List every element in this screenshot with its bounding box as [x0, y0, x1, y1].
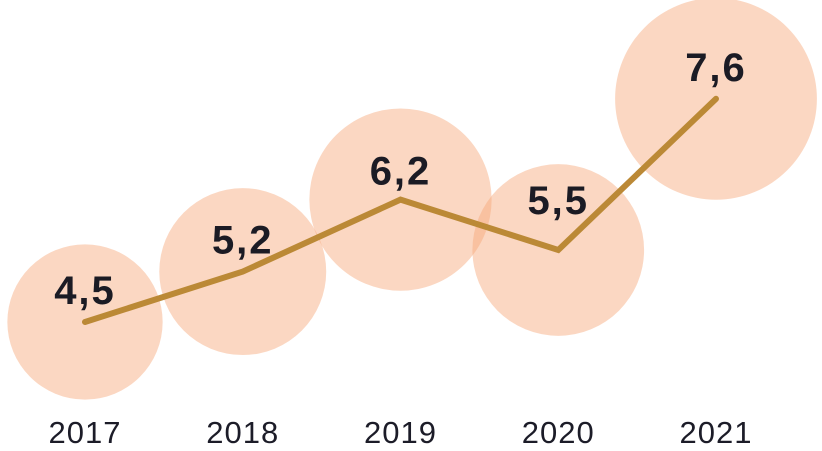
- value-label-2017: 4,5: [54, 269, 116, 313]
- trend-line: [82, 95, 719, 325]
- year-axis-label-2017: 2017: [49, 415, 122, 450]
- value-label-2020: 5,5: [527, 179, 589, 223]
- year-axis-labels-layer: 2017 2018 2019 2020 2021: [49, 415, 753, 450]
- year-axis-label-2021: 2021: [680, 415, 753, 450]
- value-label-2018: 5,2: [212, 219, 274, 263]
- value-label-2021: 7,6: [685, 46, 747, 90]
- year-axis-label-2020: 2020: [522, 415, 595, 450]
- value-labels-layer: 4,5 5,2 6,2 5,5 7,6: [54, 46, 747, 313]
- value-label-2019: 6,2: [370, 150, 432, 194]
- year-axis-label-2019: 2019: [364, 415, 437, 450]
- year-axis-label-2018: 2018: [206, 415, 279, 450]
